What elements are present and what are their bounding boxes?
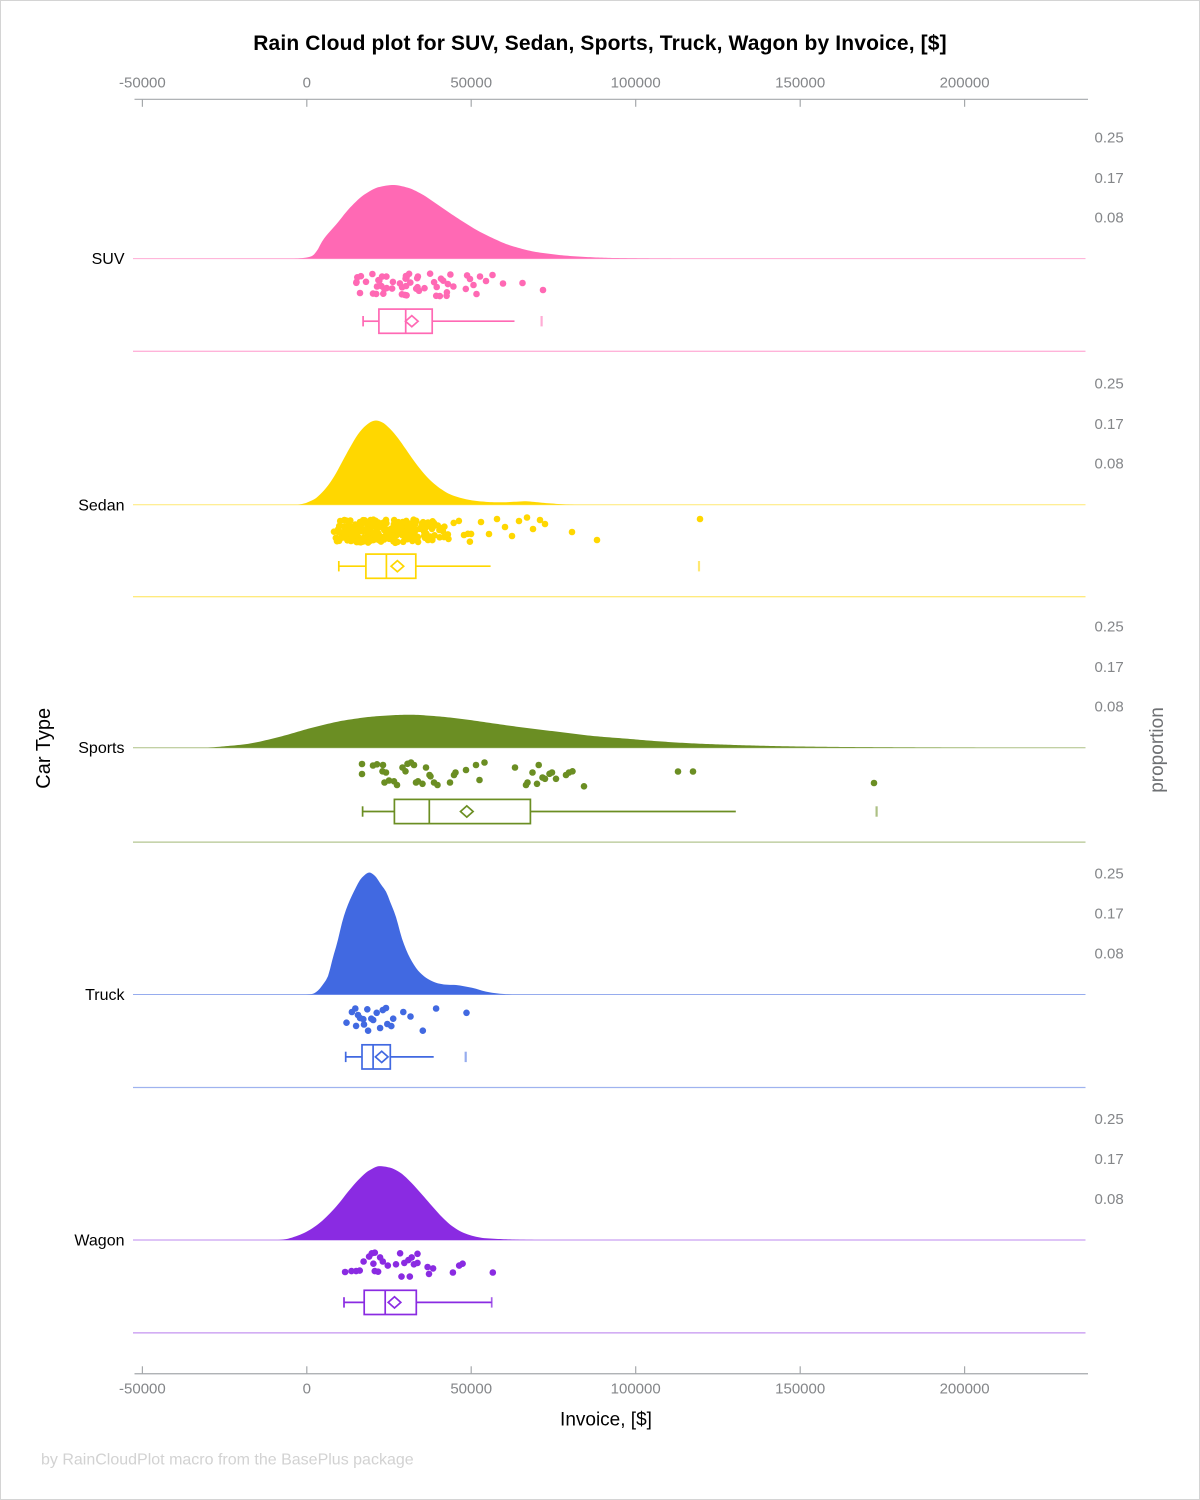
svg-text:Rain Cloud plot for SUV, Sedan: Rain Cloud plot for SUV, Sedan, Sports, … [253,32,947,55]
svg-text:0.25: 0.25 [1095,130,1124,147]
svg-text:150000: 150000 [775,1381,825,1398]
svg-text:Sports: Sports [78,740,124,757]
svg-text:0.08: 0.08 [1095,1191,1124,1208]
svg-text:0: 0 [303,74,311,91]
svg-text:0.25: 0.25 [1095,1111,1124,1128]
svg-text:-50000: -50000 [119,1381,166,1398]
svg-text:0.17: 0.17 [1095,416,1124,433]
svg-text:200000: 200000 [940,74,990,91]
svg-text:0: 0 [303,1381,311,1398]
svg-text:200000: 200000 [940,1381,990,1398]
svg-text:0.25: 0.25 [1095,865,1124,882]
svg-text:Sedan: Sedan [78,497,124,514]
svg-text:proportion: proportion [1147,707,1168,793]
svg-text:0.08: 0.08 [1095,210,1124,227]
svg-text:0.17: 0.17 [1095,906,1124,923]
svg-text:Wagon: Wagon [74,1233,124,1250]
svg-text:100000: 100000 [611,1381,661,1398]
svg-text:0.25: 0.25 [1095,619,1124,636]
svg-text:Car Type: Car Type [33,708,55,789]
svg-text:0.17: 0.17 [1095,659,1124,676]
svg-text:50000: 50000 [450,74,492,91]
svg-text:100000: 100000 [611,74,661,91]
svg-text:0.08: 0.08 [1095,945,1124,962]
svg-text:Truck: Truck [85,987,125,1004]
svg-text:0.08: 0.08 [1095,699,1124,716]
svg-text:50000: 50000 [450,1381,492,1398]
svg-text:by RainCloudPlot macro from th: by RainCloudPlot macro from the BasePlus… [41,1452,414,1469]
svg-text:Invoice, [$]: Invoice, [$] [560,1409,652,1430]
svg-text:0.08: 0.08 [1095,456,1124,473]
svg-text:0.17: 0.17 [1095,170,1124,187]
svg-text:SUV: SUV [92,251,125,268]
svg-text:150000: 150000 [775,74,825,91]
svg-text:0.17: 0.17 [1095,1151,1124,1168]
svg-text:0.25: 0.25 [1095,376,1124,393]
svg-text:-50000: -50000 [119,74,166,91]
